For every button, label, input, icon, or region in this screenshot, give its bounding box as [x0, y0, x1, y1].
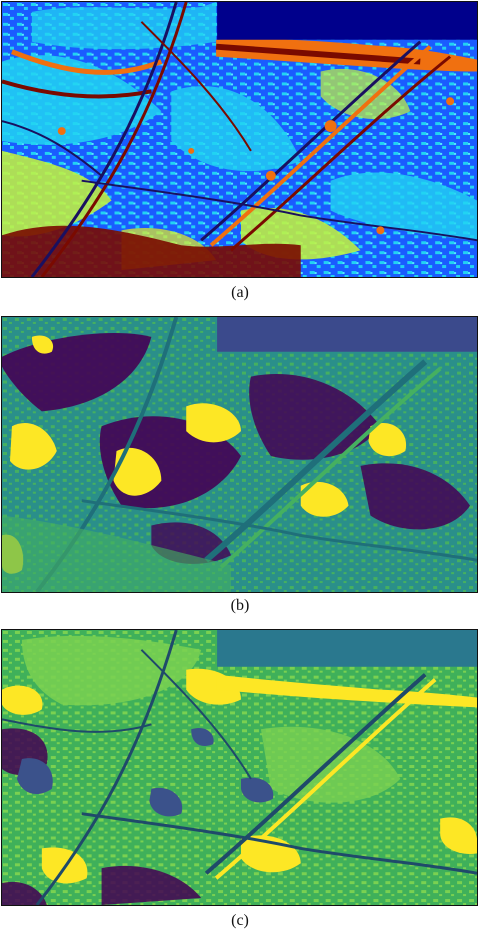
caption-a: (a) — [231, 284, 249, 301]
image-panel-c — [1, 629, 478, 906]
caption-b: (b) — [230, 597, 250, 614]
caption-c: (c) — [231, 912, 249, 929]
segmentation-map-a — [2, 2, 477, 277]
segmentation-map-c — [2, 630, 477, 905]
image-panel-b — [1, 316, 478, 593]
segmentation-map-b — [2, 317, 477, 592]
image-panel-a — [1, 1, 478, 278]
